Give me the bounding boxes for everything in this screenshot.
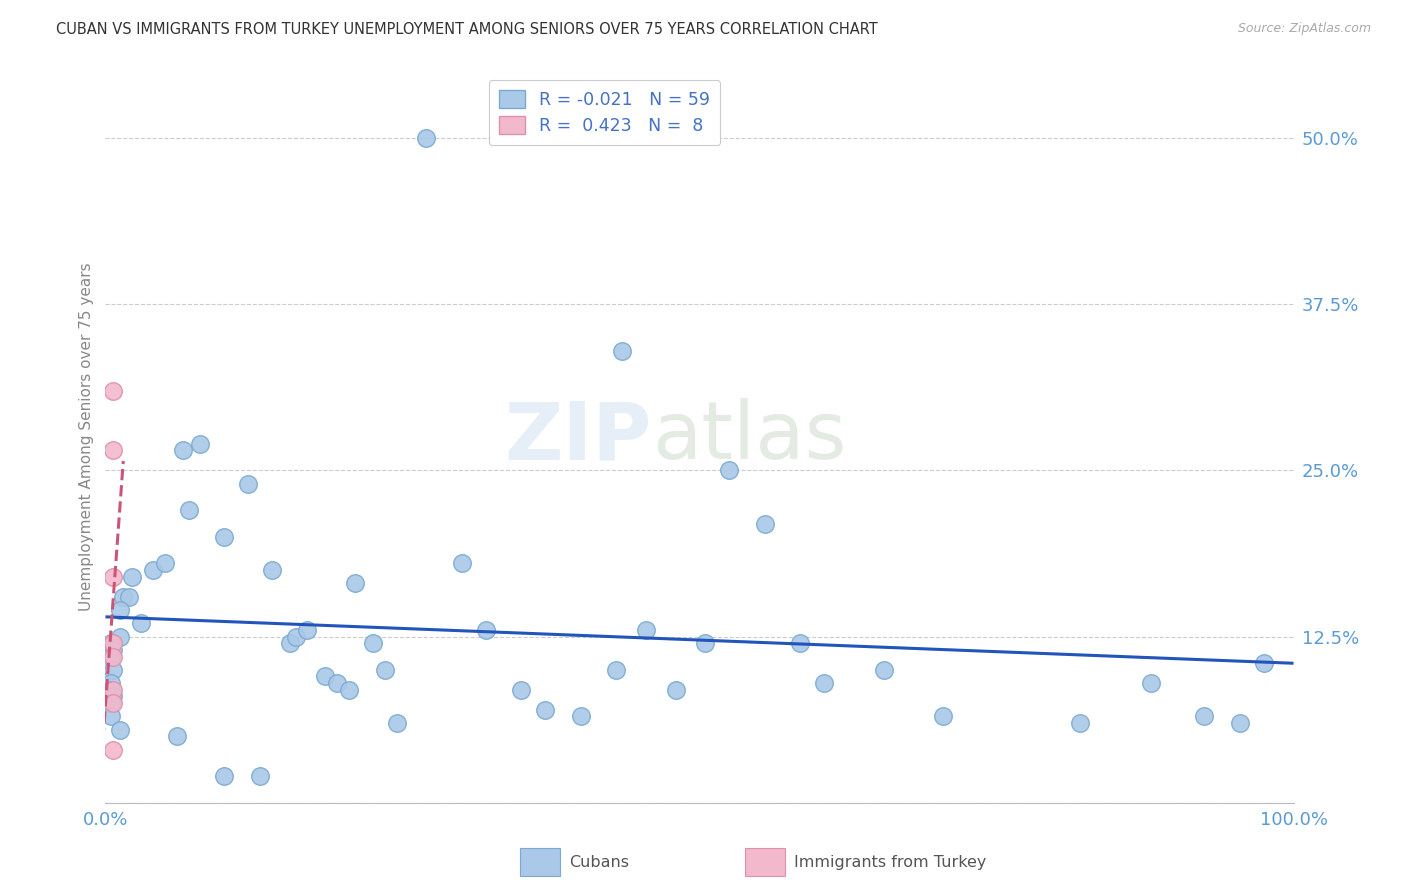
Point: [415, 131, 437, 145]
Point: [190, 436, 212, 450]
Bar: [520, 848, 560, 876]
Point: [121, 570, 143, 584]
Point: [101, 663, 124, 677]
Point: [142, 563, 165, 577]
Point: [118, 590, 141, 604]
Y-axis label: Unemployment Among Seniors over 75 years: Unemployment Among Seniors over 75 years: [79, 263, 94, 611]
Point: [343, 576, 366, 591]
Point: [534, 703, 557, 717]
Point: [100, 649, 122, 664]
Legend: R = -0.021   N = 59, R =  0.423   N =  8: R = -0.021 N = 59, R = 0.423 N = 8: [488, 80, 720, 145]
Point: [872, 663, 894, 677]
Point: [284, 630, 307, 644]
Point: [108, 630, 131, 644]
Point: [474, 623, 496, 637]
Point: [361, 636, 384, 650]
Point: [101, 649, 124, 664]
Point: [278, 636, 301, 650]
Point: [101, 682, 124, 697]
Point: [510, 682, 533, 697]
Point: [374, 663, 396, 677]
Point: [108, 723, 131, 737]
Point: [754, 516, 776, 531]
Point: [101, 636, 124, 650]
Point: [100, 709, 122, 723]
Point: [314, 669, 336, 683]
Point: [337, 682, 360, 697]
Point: [1229, 716, 1251, 731]
Point: [129, 616, 152, 631]
Point: [101, 570, 124, 584]
Text: Immigrants from Turkey: Immigrants from Turkey: [794, 855, 987, 870]
Point: [665, 682, 688, 697]
Point: [101, 742, 124, 756]
Point: [236, 476, 259, 491]
Point: [101, 690, 124, 704]
Point: [612, 343, 634, 358]
Point: [101, 643, 124, 657]
Point: [172, 443, 194, 458]
Text: CUBAN VS IMMIGRANTS FROM TURKEY UNEMPLOYMENT AMONG SENIORS OVER 75 YEARS CORRELA: CUBAN VS IMMIGRANTS FROM TURKEY UNEMPLOY…: [56, 22, 877, 37]
Point: [249, 769, 271, 783]
Point: [1253, 656, 1275, 670]
Bar: [745, 848, 785, 876]
Point: [297, 623, 319, 637]
Point: [450, 557, 472, 571]
Point: [1069, 716, 1091, 731]
Text: ZIP: ZIP: [505, 398, 652, 476]
Point: [813, 676, 835, 690]
Point: [108, 603, 131, 617]
Point: [214, 769, 236, 783]
Point: [1194, 709, 1216, 723]
Point: [153, 557, 176, 571]
Point: [634, 623, 657, 637]
Point: [718, 463, 741, 477]
Point: [100, 696, 122, 710]
Text: Source: ZipAtlas.com: Source: ZipAtlas.com: [1237, 22, 1371, 36]
Point: [100, 636, 122, 650]
Point: [932, 709, 955, 723]
Text: Cubans: Cubans: [569, 855, 630, 870]
Point: [605, 663, 627, 677]
Point: [214, 530, 236, 544]
Point: [177, 503, 200, 517]
Point: [101, 384, 124, 398]
Point: [101, 696, 124, 710]
Point: [789, 636, 811, 650]
Point: [101, 443, 124, 458]
Text: atlas: atlas: [652, 398, 846, 476]
Point: [260, 563, 283, 577]
Point: [166, 729, 188, 743]
Point: [112, 590, 135, 604]
Point: [385, 716, 408, 731]
Point: [100, 676, 122, 690]
Point: [100, 682, 122, 697]
Point: [569, 709, 592, 723]
Point: [695, 636, 717, 650]
Point: [326, 676, 349, 690]
Point: [1140, 676, 1163, 690]
